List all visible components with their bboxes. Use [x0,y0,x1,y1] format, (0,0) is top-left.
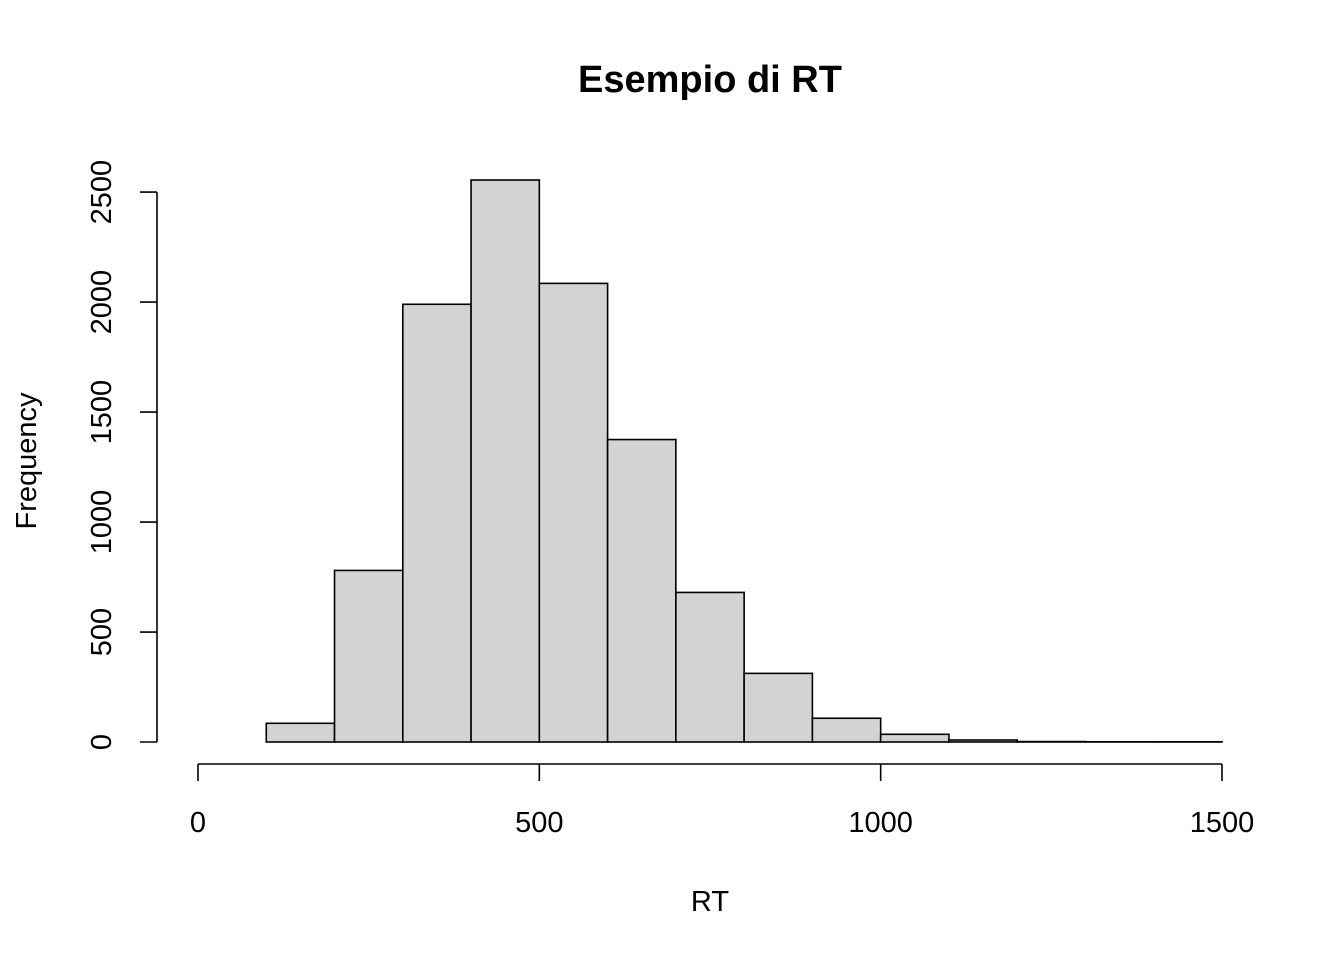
y-axis-label: Frequency [11,392,43,530]
y-tick-label: 1000 [86,490,118,555]
x-tick-label: 0 [190,807,206,839]
histogram-bar [743,672,814,743]
y-tick-label: 1500 [86,380,118,445]
histogram-bar [265,722,336,743]
x-axis-label: RT [691,886,729,918]
x-tick-label: 500 [515,807,563,839]
y-axis: 0 500 1000 1500 2000 2500 [86,160,158,750]
histogram-bar [675,591,745,743]
chart-title: Esempio di RT [578,59,842,101]
y-tick-label: 2500 [86,160,118,225]
histogram-bar [401,303,472,743]
x-tick-label: 1000 [848,807,913,839]
histogram-bar [879,733,950,743]
y-tick-label: 2000 [86,270,118,335]
histogram-bar [606,438,677,743]
bars-group [265,179,1223,743]
x-tick-label: 1500 [1190,807,1255,839]
histogram-bar [333,569,404,743]
histogram-bar [811,717,882,743]
histogram-bar [470,179,541,743]
y-tick-label: 500 [86,608,118,656]
y-tick-label: 0 [86,734,118,750]
histogram-bar [538,282,609,743]
histogram-bar [948,739,1019,743]
x-axis: 0 500 1000 1500 [190,763,1255,839]
